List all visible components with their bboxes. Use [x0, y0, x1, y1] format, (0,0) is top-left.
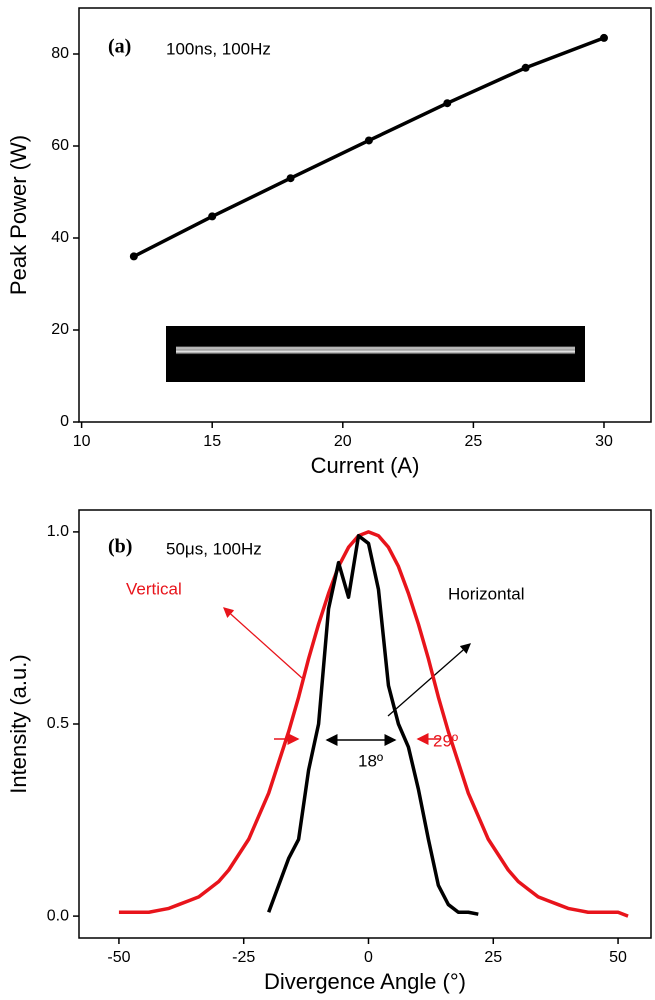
x-tick-label: -50 [107, 949, 130, 966]
data-line [133, 36, 605, 258]
arrow [387, 643, 471, 717]
data-line [267, 533, 479, 916]
data-point [364, 136, 373, 145]
x-tick-label: 15 [203, 433, 221, 450]
data-point [208, 212, 217, 221]
annotation: (a) [108, 36, 131, 58]
annotation: 50μs, 100Hz [166, 539, 262, 558]
y-tick-label: 60 [51, 137, 69, 154]
annotation: 29º [433, 731, 458, 750]
annotation: 100ns, 100Hz [166, 39, 271, 58]
x-tick-label: 20 [334, 433, 352, 450]
x-tick-label: 25 [484, 949, 502, 966]
annotation: 18º [358, 751, 383, 770]
data-point [286, 174, 295, 183]
x-tick-label: 25 [464, 433, 482, 450]
y-tick-label: 40 [51, 229, 69, 246]
arrow [223, 607, 303, 679]
inset-glow [176, 340, 575, 360]
y-axis-title: Peak Power (W) [6, 135, 31, 295]
y-tick-label: 1.0 [47, 523, 69, 540]
plot-frame [78, 7, 652, 423]
y-tick-label: 80 [51, 45, 69, 62]
y-tick-label: 0 [60, 413, 69, 430]
data-point [521, 63, 530, 72]
x-tick-label: 10 [73, 433, 91, 450]
data-point [599, 33, 608, 42]
y-axis-title: Intensity (a.u.) [6, 654, 31, 793]
y-tick-label: 0.5 [47, 715, 69, 732]
y-tick-label: 0.0 [47, 907, 69, 924]
x-tick-label: 0 [364, 949, 373, 966]
x-axis-title: Current (A) [311, 453, 420, 478]
x-tick-label: -25 [232, 949, 255, 966]
plot-frame [78, 509, 652, 939]
annotation: (b) [108, 536, 132, 558]
data-line [118, 530, 629, 918]
x-tick-label: 30 [595, 433, 613, 450]
y-tick-label: 20 [51, 321, 69, 338]
annotation: Horizontal [448, 584, 525, 603]
x-tick-label: 50 [609, 949, 627, 966]
data-point [129, 252, 138, 261]
annotation: Vertical [126, 579, 182, 598]
x-axis-title: Divergence Angle (°) [264, 969, 466, 994]
data-point [443, 99, 452, 108]
